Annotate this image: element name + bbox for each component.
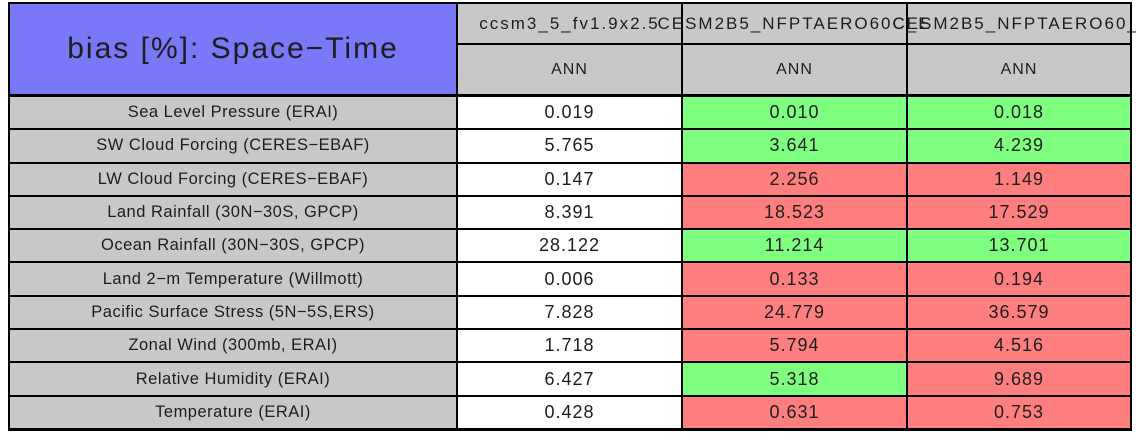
table-body: Sea Level Pressure (ERAI) 0.019 0.010 0.… [10, 97, 1130, 431]
value-cell: 2.256 [683, 163, 908, 197]
table-row: Pacific Surface Stress (5N−5S,ERS) 7.828… [10, 296, 1130, 331]
diagnostics-table: bias [%]: Space−Time ccsm3_5_fv1.9x2.5 A… [8, 2, 1136, 431]
value-cell: 36.579 [908, 296, 1130, 331]
value-cell: 0.133 [683, 263, 908, 297]
value-cell: 0.006 [458, 263, 683, 297]
table-row: Relative Humidity (ERAI) 6.427 5.318 9.6… [10, 363, 1130, 397]
column-header-1: ccsm3_5_fv1.9x2.5 ANN [458, 4, 683, 97]
value-cell: 7.828 [458, 296, 683, 331]
row-label: Pacific Surface Stress (5N−5S,ERS) [10, 296, 458, 331]
model-name: CESM2B5_NFPTAERO60C_E [657, 13, 932, 33]
value-cell: 0.753 [908, 396, 1130, 431]
value-cell: 3.641 [683, 130, 908, 164]
row-label: Land Rainfall (30N−30S, GPCP) [10, 196, 458, 231]
row-label: SW Cloud Forcing (CERES−EBAF) [10, 130, 458, 164]
value-cell: 0.428 [458, 396, 683, 431]
row-label: Sea Level Pressure (ERAI) [10, 97, 458, 131]
value-cell: 0.147 [458, 163, 683, 197]
table-row: LW Cloud Forcing (CERES−EBAF) 0.147 2.25… [10, 163, 1130, 197]
row-label: Zonal Wind (300mb, ERAI) [10, 330, 458, 364]
value-cell: 0.018 [908, 97, 1130, 131]
column-header-3: CESM2B5_NFPTAERO60_f ANN [892, 4, 1136, 97]
model-name-cell: ccsm3_5_fv1.9x2.5 [458, 4, 683, 45]
season-label: ANN [776, 60, 813, 78]
row-label: Relative Humidity (ERAI) [10, 363, 458, 397]
value-cell: 5.765 [458, 130, 683, 164]
season-cell: ANN [683, 45, 908, 97]
column-header-2: CESM2B5_NFPTAERO60C_E ANN [657, 4, 930, 97]
value-cell: 1.718 [458, 330, 683, 364]
table-row: Sea Level Pressure (ERAI) 0.019 0.010 0.… [10, 97, 1130, 131]
season-label: ANN [1000, 60, 1038, 78]
value-cell: 0.010 [683, 97, 908, 131]
column-headers: ccsm3_5_fv1.9x2.5 ANN CESM2B5_NFPTAERO60… [458, 4, 1136, 97]
page-title: bias [%]: Space−Time [67, 32, 399, 65]
value-cell: 13.701 [908, 230, 1130, 264]
value-cell: 0.019 [458, 97, 683, 131]
value-cell: 8.391 [458, 196, 683, 231]
value-cell: 5.318 [683, 363, 908, 397]
table-row: SW Cloud Forcing (CERES−EBAF) 5.765 3.64… [10, 130, 1130, 164]
value-cell: 24.779 [683, 296, 908, 331]
value-cell: 1.149 [908, 163, 1130, 197]
table-row: Temperature (ERAI) 0.428 0.631 0.753 [10, 396, 1130, 431]
model-name-cell: CESM2B5_NFPTAERO60_f [892, 4, 1136, 45]
value-cell: 28.122 [458, 230, 683, 264]
value-cell: 4.239 [908, 130, 1130, 164]
value-cell: 6.427 [458, 363, 683, 397]
row-label: Ocean Rainfall (30N−30S, GPCP) [10, 230, 458, 264]
row-label: Temperature (ERAI) [10, 396, 458, 431]
value-cell: 0.631 [683, 396, 908, 431]
season-label: ANN [551, 60, 588, 78]
model-name: CESM2B5_NFPTAERO60_f [892, 13, 1136, 33]
value-cell: 11.214 [683, 230, 908, 264]
value-cell: 17.529 [908, 196, 1130, 231]
value-cell: 4.516 [908, 330, 1130, 364]
model-name: ccsm3_5_fv1.9x2.5 [479, 13, 660, 33]
row-label: LW Cloud Forcing (CERES−EBAF) [10, 163, 458, 197]
table-header: bias [%]: Space−Time ccsm3_5_fv1.9x2.5 A… [10, 4, 1136, 97]
table-row: Zonal Wind (300mb, ERAI) 1.718 5.794 4.5… [10, 330, 1130, 364]
value-cell: 9.689 [908, 363, 1130, 397]
value-cell: 18.523 [683, 196, 908, 231]
value-cell: 5.794 [683, 330, 908, 364]
table-row: Land Rainfall (30N−30S, GPCP) 8.391 18.5… [10, 196, 1130, 231]
table-row: Land 2−m Temperature (Willmott) 0.006 0.… [10, 263, 1130, 297]
season-cell: ANN [908, 45, 1130, 97]
table-row: Ocean Rainfall (30N−30S, GPCP) 28.122 11… [10, 230, 1130, 264]
title-cell: bias [%]: Space−Time [10, 4, 458, 97]
value-cell: 0.194 [908, 263, 1130, 297]
season-cell: ANN [458, 45, 683, 97]
row-label: Land 2−m Temperature (Willmott) [10, 263, 458, 297]
model-name-cell: CESM2B5_NFPTAERO60C_E [657, 4, 930, 45]
